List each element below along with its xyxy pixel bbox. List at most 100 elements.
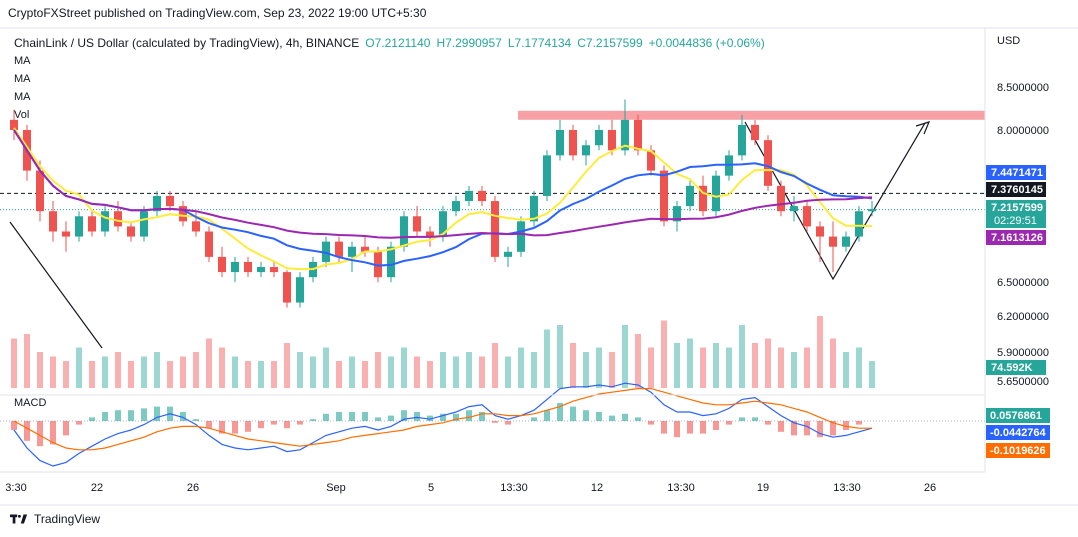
volume-bar (570, 343, 576, 388)
macd-histogram-bar (63, 421, 69, 436)
price-badge-label: 7.3760145 (991, 184, 1043, 196)
candle-body (764, 140, 772, 186)
candle-body (101, 211, 109, 232)
legend-ma-1[interactable]: MA (14, 55, 31, 67)
volume-bar (154, 352, 160, 388)
volume-bar (323, 347, 329, 388)
footer-brand: TradingView (34, 512, 101, 526)
candle-body (790, 206, 798, 212)
ma-purple-line (13, 129, 873, 239)
legend-change: +0.0044836 (+0.06%) (648, 36, 765, 50)
macd-histogram-bar (492, 421, 498, 423)
volume-bar (76, 347, 82, 388)
volume-bar (791, 352, 797, 388)
candle-body (452, 201, 460, 212)
price-badge-label: 7.4471471 (991, 167, 1043, 179)
volume-bar (232, 356, 238, 388)
candle-body (127, 226, 135, 237)
macd-histogram-bar (76, 421, 82, 425)
volume-bar (414, 356, 420, 388)
candle-body (465, 190, 473, 202)
volume-bar (297, 352, 303, 388)
volume-bar (687, 338, 693, 388)
resistance-zone (518, 110, 985, 120)
y-tick-label: 8.0000000 (997, 125, 1049, 137)
candle-body (179, 206, 187, 222)
candle-body (569, 130, 577, 156)
macd-badge (986, 408, 1050, 423)
macd-histogram-bar (89, 417, 95, 421)
candle-body (322, 241, 330, 262)
macd-histogram-bar (778, 421, 784, 432)
volume-bar (63, 361, 69, 388)
macd-histogram-bar (258, 421, 264, 429)
volume-bar (778, 347, 784, 388)
candle-body (140, 211, 148, 237)
candle-body (777, 185, 785, 212)
legend-high: H7.2990957 (436, 36, 502, 50)
candle-body (10, 119, 18, 130)
macd-histogram-bar (232, 421, 238, 434)
candle-body (842, 236, 850, 247)
price-badge-label: 7.1613126 (991, 232, 1043, 244)
volume-bar (648, 347, 654, 388)
macd-histogram-bar (128, 410, 134, 421)
price-badge-label: 7.2157599 (991, 202, 1043, 214)
macd-histogram-bar (388, 415, 394, 421)
y-tick-label: 6.2000000 (997, 311, 1049, 323)
candle-body (348, 246, 356, 257)
volume-bar (427, 361, 433, 388)
volume-bar (817, 316, 823, 388)
macd-histogram-bar (362, 412, 368, 421)
macd-label[interactable]: MACD (14, 397, 47, 409)
candle-body (244, 261, 252, 273)
symbol-title[interactable]: ChainLink / US Dollar (calculated by Tra… (14, 36, 360, 50)
price-badge-timer: 02:29:51 (994, 215, 1037, 227)
legend-open: O7.2121140 (365, 36, 431, 50)
candle-body (686, 185, 694, 207)
macd-histogram-bar (622, 413, 628, 421)
volume-bar (258, 361, 264, 388)
candle-body (296, 277, 304, 303)
volume-bar (401, 347, 407, 388)
macd-histogram-bar (596, 412, 602, 421)
x-tick-label: 26 (924, 482, 936, 494)
candle-body (75, 216, 83, 237)
candle-body (712, 175, 720, 212)
macd-pane (11, 382, 873, 467)
candle-body (62, 231, 70, 237)
macd-badge-label: 0.0576861 (990, 410, 1042, 422)
macd-histogram-bar (180, 412, 186, 421)
volume-bar (336, 361, 342, 388)
volume-bar (167, 361, 173, 388)
volume-bar (739, 325, 745, 388)
macd-histogram-bar (323, 413, 329, 421)
volume-bar (518, 347, 524, 388)
volume-bar (310, 356, 316, 388)
candle-body (478, 190, 486, 202)
legend-ma-2[interactable]: MA (14, 73, 31, 85)
macd-histogram-bar (804, 421, 810, 436)
macd-histogram-bar (713, 421, 719, 430)
macd-histogram-bar (466, 410, 472, 421)
macd-badge (986, 425, 1050, 440)
price-badge-label: 74.592K (991, 362, 1033, 374)
candle-body (660, 170, 668, 222)
y-tick-label: 6.5000000 (997, 277, 1049, 289)
macd-histogram-bar (193, 419, 199, 421)
volume-bar (50, 356, 56, 388)
macd-histogram-bar (141, 408, 147, 421)
volume-bar (661, 320, 667, 388)
legend-ma-3[interactable]: MA (14, 91, 31, 103)
legend-vol[interactable]: Vol (14, 109, 30, 121)
v-pattern-line (744, 121, 926, 281)
resistance-rect (518, 110, 985, 120)
footer[interactable]: TradingView (10, 512, 100, 526)
candle-body (335, 241, 343, 257)
arrow-head (915, 121, 931, 135)
volume-bar (284, 343, 290, 388)
x-tick-label: 13:30 (667, 482, 695, 494)
volume-bar (375, 352, 381, 388)
currency-label: USD (997, 35, 1020, 47)
